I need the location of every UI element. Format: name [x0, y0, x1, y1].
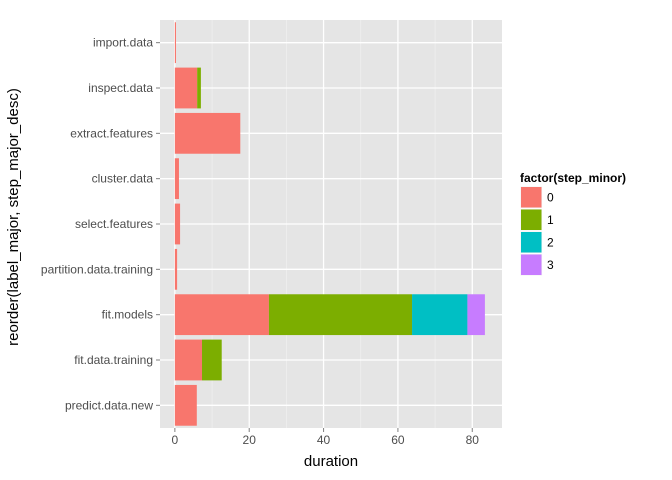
- y-tick-label: fit.models: [102, 308, 153, 322]
- legend-swatch: [521, 209, 542, 230]
- bar-segment: [174, 248, 178, 290]
- legend-label: 2: [547, 235, 554, 249]
- bar-segment: [467, 294, 485, 336]
- bar-segment: [174, 384, 197, 426]
- x-tick-label: 40: [317, 433, 331, 447]
- legend-title: factor(step_minor): [520, 171, 626, 185]
- bar-segment: [174, 158, 179, 200]
- bar-segment: [174, 112, 241, 154]
- x-tick-label: 20: [243, 433, 257, 447]
- legend-swatch: [521, 254, 542, 275]
- legend-swatch: [521, 187, 542, 208]
- legend: factor(step_minor) 0 1 2 3: [519, 171, 626, 277]
- y-tick-label: predict.data.new: [65, 398, 153, 412]
- bar-segment: [174, 294, 269, 336]
- legend-label: 3: [547, 258, 554, 272]
- y-tick-label: select.features: [75, 217, 153, 231]
- bar-segment: [202, 339, 222, 381]
- x-tick-label: 60: [391, 433, 405, 447]
- bar-segment: [174, 67, 198, 109]
- legend-label: 1: [547, 213, 554, 227]
- y-tick-label: extract.features: [70, 126, 153, 140]
- y-tick-label: partition.data.training: [41, 262, 153, 276]
- grid-lines: [160, 20, 502, 428]
- bar-segment: [197, 67, 201, 109]
- bar-segment: [174, 203, 181, 245]
- y-tick-label: import.data: [93, 36, 153, 50]
- x-tick-label: 0: [172, 433, 179, 447]
- y-axis-ticks: import.data inspect.data extract.features c…: [41, 36, 160, 412]
- x-axis-ticks: 0 20 40 60 80: [172, 428, 480, 447]
- y-tick-label: cluster.data: [92, 172, 154, 186]
- bars: [174, 22, 485, 426]
- y-tick-label: fit.data.training: [74, 353, 153, 367]
- bar-segment: [412, 294, 468, 336]
- x-axis-title: duration: [304, 453, 358, 470]
- bar-segment: [268, 294, 413, 336]
- bar-segment: [174, 339, 203, 381]
- y-tick-label: inspect.data: [88, 81, 153, 95]
- x-tick-label: 80: [466, 433, 480, 447]
- legend-swatch: [521, 232, 542, 253]
- y-axis-title: reorder(label_major, step_major_desc): [5, 88, 22, 346]
- bar-segment: [174, 22, 176, 64]
- legend-label: 0: [547, 190, 554, 204]
